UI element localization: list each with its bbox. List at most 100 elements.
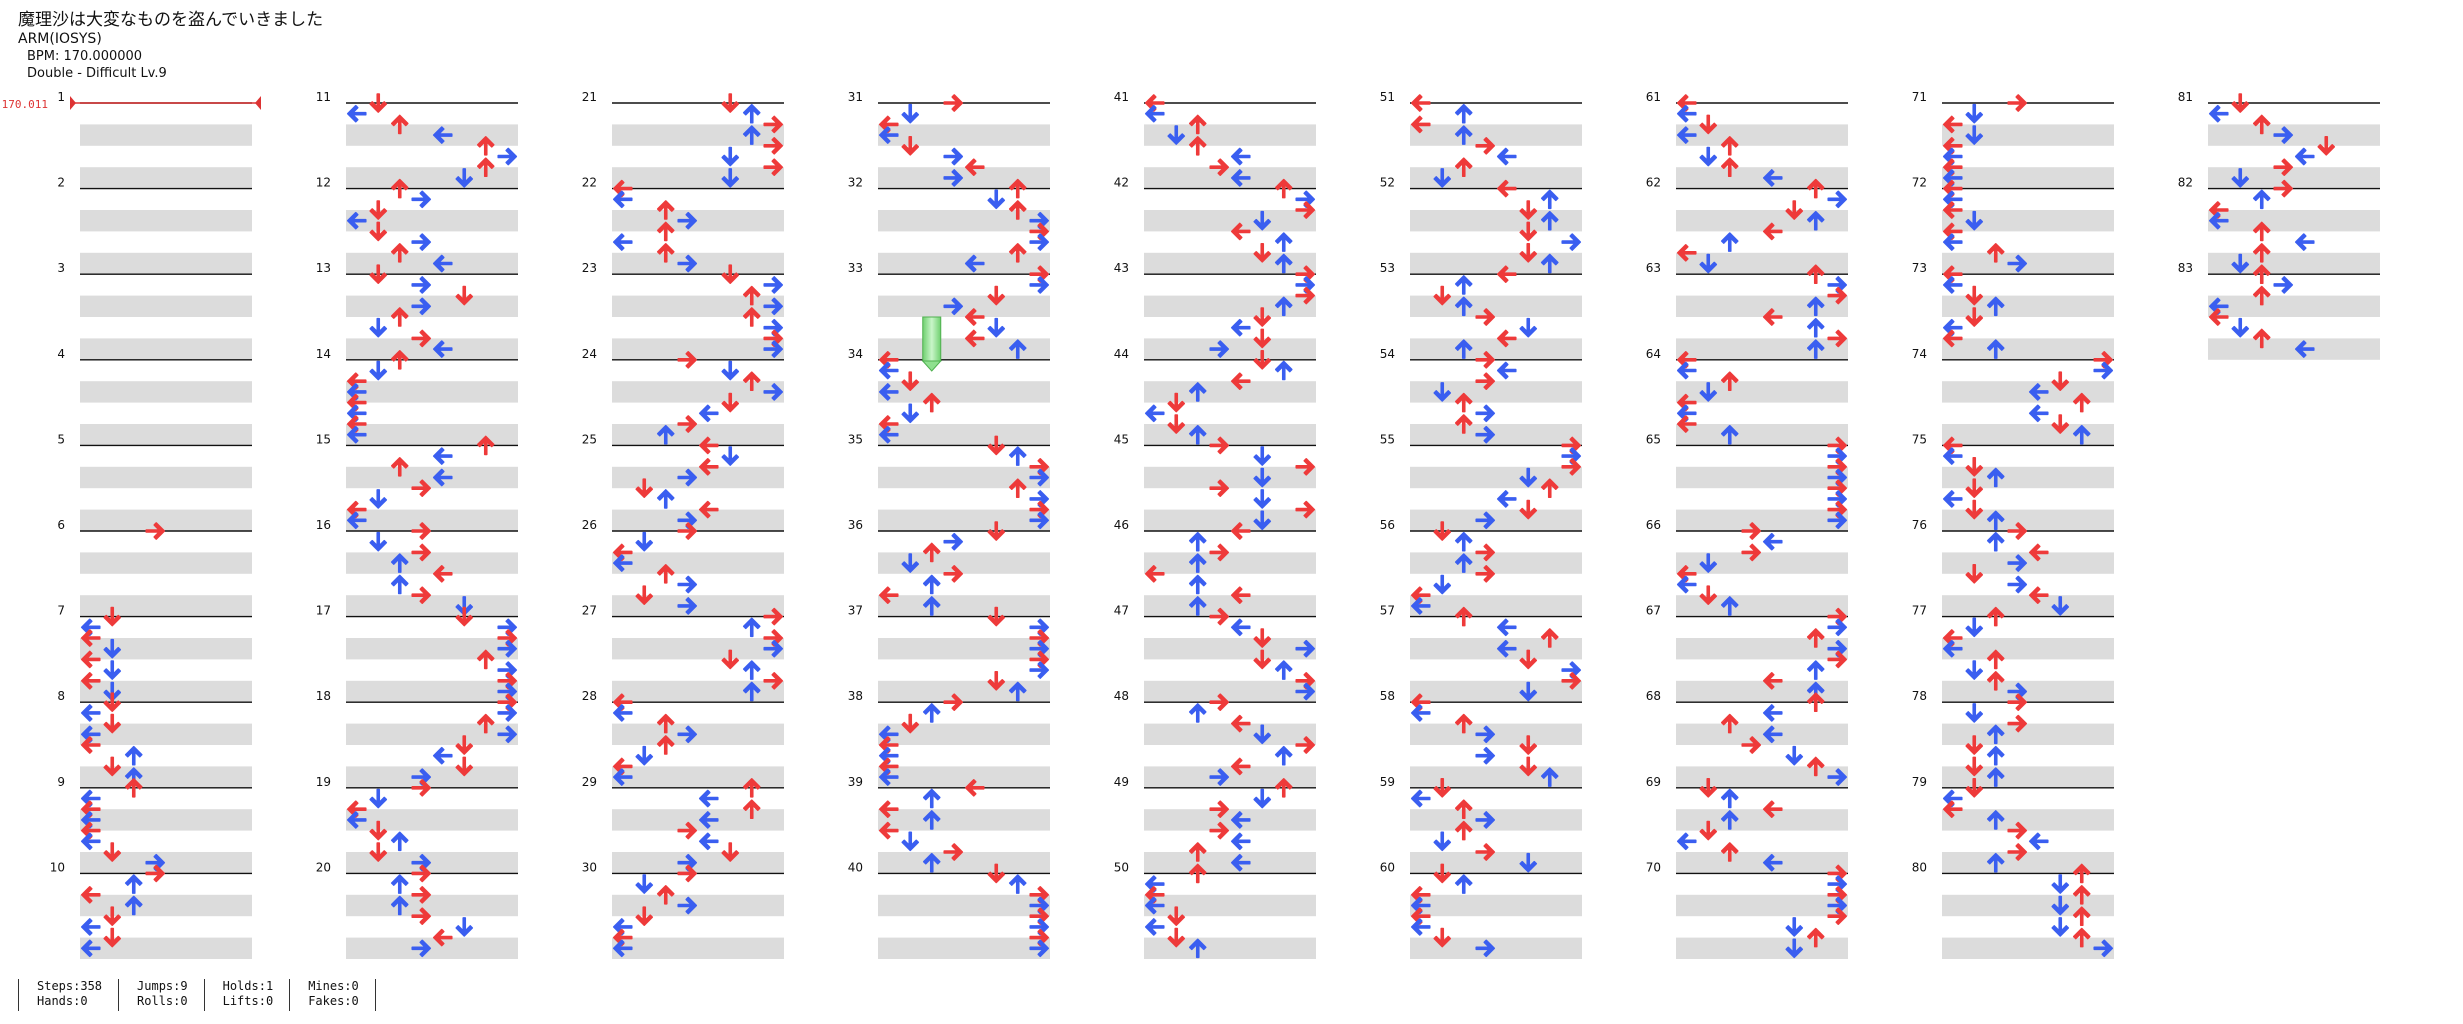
beat-row-shade <box>1410 509 1582 531</box>
beat-row-shade <box>1410 680 1582 703</box>
beat-row-shade <box>878 466 1050 489</box>
step-arrow-down <box>1965 777 1984 798</box>
arrow-shape <box>698 832 719 851</box>
arrow-shape <box>369 200 388 220</box>
arrow-shape <box>901 371 920 392</box>
step-arrow-up <box>1806 628 1825 648</box>
arrow-shape <box>411 853 432 872</box>
arrow-shape <box>1029 918 1050 936</box>
step-arrow-right <box>1209 768 1230 786</box>
measure-number: 27 <box>582 604 597 618</box>
arrow-shape <box>2273 126 2294 144</box>
measure-number: 54 <box>1380 347 1395 361</box>
step-arrow-up <box>1008 874 1027 894</box>
arrow-shape <box>1253 446 1272 466</box>
arrow-shape <box>1209 693 1230 712</box>
measure-number: 46 <box>1114 518 1129 532</box>
arrow-shape <box>1519 649 1538 670</box>
arrow-shape <box>922 852 941 873</box>
arrow-shape <box>2072 927 2091 948</box>
step-arrow-down <box>369 360 388 381</box>
arrow-shape <box>1965 499 1984 520</box>
step-arrow-right <box>1029 233 1050 251</box>
beat-row-shade <box>1676 852 1848 874</box>
arrow-shape <box>677 511 698 530</box>
step-arrow-down <box>1785 917 1804 937</box>
step-arrow-left <box>1410 918 1431 936</box>
arrow-shape <box>1827 276 1848 294</box>
beat-row-shade <box>346 595 518 617</box>
step-arrow-left <box>878 350 899 369</box>
beat-row-shade <box>1410 894 1582 917</box>
beat-row-shade <box>1676 937 1848 959</box>
step-arrow-left <box>1762 704 1783 722</box>
arrow-shape <box>1410 586 1431 605</box>
arrow-shape <box>369 221 388 242</box>
step-arrow-down <box>2051 596 2070 616</box>
step-arrow-left <box>878 821 899 840</box>
step-arrow-up <box>742 660 761 680</box>
step-arrow-left <box>1762 671 1783 690</box>
arrow-shape <box>80 800 101 819</box>
arrow-shape <box>1942 137 1963 155</box>
arrow-shape <box>2252 114 2271 135</box>
arrow-shape <box>80 918 101 936</box>
measure-number: 25 <box>582 432 597 446</box>
arrow-shape <box>878 586 899 605</box>
step-arrow-left <box>80 821 101 840</box>
arrow-shape <box>1253 243 1272 263</box>
arrow-shape <box>1029 928 1050 947</box>
step-arrow-up <box>922 596 941 616</box>
beat-row-shade <box>1144 809 1316 831</box>
step-arrow-up <box>1188 531 1207 552</box>
arrow-shape <box>901 103 920 124</box>
arrow-shape <box>1274 232 1293 252</box>
step-arrow-left <box>1942 639 1963 658</box>
arrow-shape <box>1965 210 1984 231</box>
step-arrow-left <box>1762 169 1783 187</box>
arrow-shape <box>1475 308 1496 326</box>
arrow-shape <box>1965 660 1984 680</box>
step-arrow-left <box>1496 490 1517 508</box>
step-arrow-up <box>1454 553 1473 573</box>
step-arrow-up <box>476 649 495 670</box>
step-arrow-up <box>2072 927 2091 948</box>
arrow-shape <box>698 789 719 808</box>
step-arrow-right <box>145 853 166 872</box>
arrow-shape <box>1475 350 1496 369</box>
step-arrow-up <box>1454 531 1473 552</box>
arrow-shape <box>612 928 633 947</box>
arrow-shape <box>677 853 698 872</box>
step-arrow-up <box>1806 756 1825 777</box>
step-arrow-down <box>2231 317 2250 338</box>
arrow-shape <box>1029 457 1050 476</box>
arrow-shape <box>1785 200 1804 220</box>
beat-row-shade <box>80 552 252 574</box>
step-arrow-down <box>2051 917 2070 937</box>
step-arrow-down <box>1253 724 1272 745</box>
step-arrow-up <box>124 874 143 894</box>
arrow-shape <box>2007 693 2028 712</box>
arrow-shape <box>1167 927 1186 948</box>
step-arrow-left <box>1942 147 1963 166</box>
step-arrow-right <box>1827 276 1848 294</box>
step-arrow-left <box>1230 811 1251 829</box>
arrow-shape <box>1029 276 1050 294</box>
arrow-shape <box>1986 810 2005 830</box>
arrow-shape <box>1433 574 1452 595</box>
beat-row-shade <box>1942 894 2114 917</box>
arrow-shape <box>635 585 654 606</box>
beat-row-shade <box>1410 252 1582 275</box>
measure-number: 17 <box>316 604 331 618</box>
arrow-shape <box>1475 939 1496 958</box>
step-arrow-up <box>1720 596 1739 616</box>
arrow-shape <box>1433 863 1452 884</box>
arrow-shape <box>1561 457 1582 476</box>
beat-row-shade <box>80 595 252 617</box>
step-arrow-left <box>1942 789 1963 808</box>
step-arrow-left <box>2028 543 2049 562</box>
arrow-shape <box>80 811 101 829</box>
step-arrow-left <box>1942 265 1963 284</box>
step-arrow-right <box>763 115 784 134</box>
arrow-shape <box>922 574 941 595</box>
